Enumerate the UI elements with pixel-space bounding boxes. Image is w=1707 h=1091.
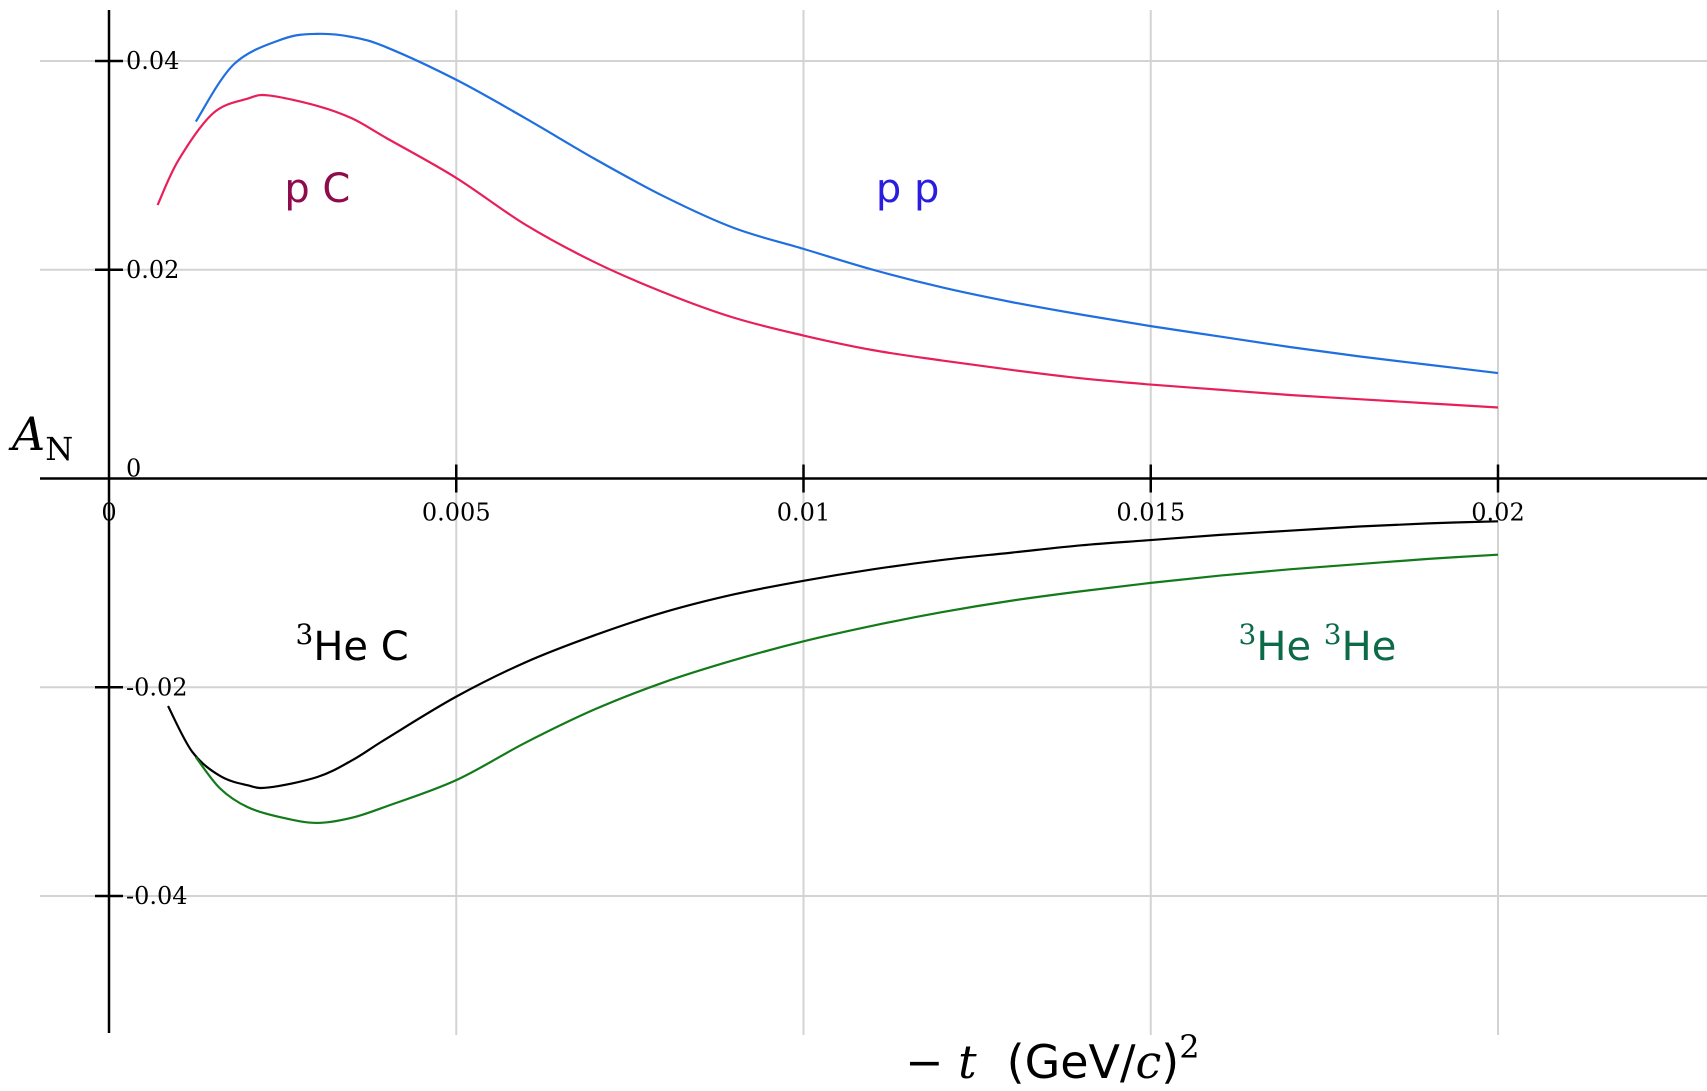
y-tick-label: 0.04 xyxy=(126,47,179,75)
x-tick-label: 0.015 xyxy=(1116,499,1185,527)
x-axis-label: − t (GeV/c)2 xyxy=(905,1028,1200,1089)
series-line-p-p xyxy=(194,32,1499,375)
series-label-p-p: p p xyxy=(876,166,940,212)
series-line-he-he xyxy=(194,553,1499,825)
series-label-superscript: 3 xyxy=(1239,618,1257,651)
y-tick-label: 0.02 xyxy=(126,256,179,284)
tick-marks: 0 0.005 0.01 0.015 0.02 0.04 0.02 0 -0.02 -0.04 xyxy=(95,47,1525,910)
axes xyxy=(40,10,1707,1033)
series-label-text: p p xyxy=(876,166,940,212)
x-axis-label-unit-c: c xyxy=(1136,1035,1162,1089)
x-axis-label-unit-close: ) xyxy=(1161,1035,1179,1089)
series-label-superscript: 3 xyxy=(1324,618,1342,651)
grid-lines xyxy=(40,10,1707,1035)
y-tick-label: -0.04 xyxy=(126,882,188,910)
x-tick-label: 0.02 xyxy=(1471,499,1524,527)
series-label-p-c: p C xyxy=(284,166,350,212)
y-tick-label: -0.02 xyxy=(126,673,188,701)
series-label-text: p C xyxy=(284,166,350,212)
x-tick-label: 0 xyxy=(101,499,116,527)
x-axis-label-variable: − t xyxy=(905,1035,977,1089)
y-axis-label-subscript: N xyxy=(45,430,73,468)
series-line-he-c xyxy=(167,520,1499,790)
y-axis-label: AN xyxy=(8,407,73,468)
series-label-superscript: 3 xyxy=(295,618,313,651)
series-label-text: He xyxy=(1256,624,1323,670)
series-line-p-c xyxy=(156,93,1499,409)
series-label-he-he: 3He 3He xyxy=(1239,618,1397,670)
x-tick-label: 0.01 xyxy=(777,499,830,527)
series-label-he-c: 3He C xyxy=(295,618,408,670)
x-axis-label-unit: (GeV/ xyxy=(1007,1035,1136,1089)
x-axis-label-exponent: 2 xyxy=(1179,1028,1199,1066)
y-tick-label: 0 xyxy=(126,455,141,483)
series-lines xyxy=(156,32,1499,825)
series-label-text: He C xyxy=(313,624,408,670)
series-label-text: He xyxy=(1342,624,1397,670)
y-axis-label-main: A xyxy=(8,407,45,461)
x-tick-label: 0.005 xyxy=(422,499,491,527)
